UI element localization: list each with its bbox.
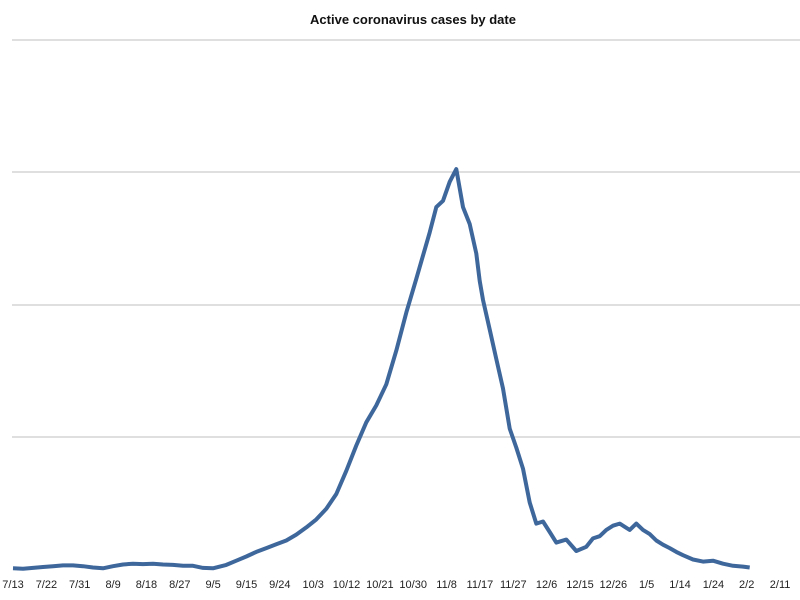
x-tick-label: 7/31 xyxy=(69,579,90,591)
x-tick-label: 1/24 xyxy=(703,579,724,591)
x-tick-label: 1/14 xyxy=(669,579,690,591)
series-line xyxy=(12,167,750,571)
x-tick-label: 2/11 xyxy=(770,579,791,591)
x-tick-label: 10/3 xyxy=(302,579,323,591)
x-tick-label: 8/27 xyxy=(169,579,190,591)
x-tick-label: 12/15 xyxy=(566,579,594,591)
x-tick-label: 1/5 xyxy=(639,579,654,591)
x-tick-label: 10/30 xyxy=(399,579,427,591)
x-tick-label: 2/2 xyxy=(739,579,754,591)
chart-title: Active coronavirus cases by date xyxy=(310,12,516,27)
x-tick-label: 7/22 xyxy=(36,579,57,591)
gridlines xyxy=(12,39,800,438)
x-tick-label: 9/24 xyxy=(269,579,290,591)
x-tick-labels: 7/13 7/22 7/31 8/9 8/18 8/27 9/5 9/15 9/24 10/3 10… xyxy=(2,579,791,591)
x-tick-label: 7/13 xyxy=(2,579,23,591)
series-layer xyxy=(12,167,750,571)
x-tick-label: 11/17 xyxy=(467,579,494,591)
x-tick-label: 10/12 xyxy=(333,579,361,591)
x-tick-label: 8/18 xyxy=(136,579,157,591)
x-tick-label: 9/5 xyxy=(205,579,220,591)
x-tick-label: 10/21 xyxy=(366,579,394,591)
x-tick-label: 12/6 xyxy=(536,579,557,591)
x-tick-label: 12/26 xyxy=(600,579,628,591)
x-tick-label: 9/15 xyxy=(236,579,257,591)
x-tick-label: 11/8 xyxy=(436,579,457,591)
x-tick-label: 8/9 xyxy=(105,579,120,591)
x-tick-label: 11/27 xyxy=(500,579,527,591)
